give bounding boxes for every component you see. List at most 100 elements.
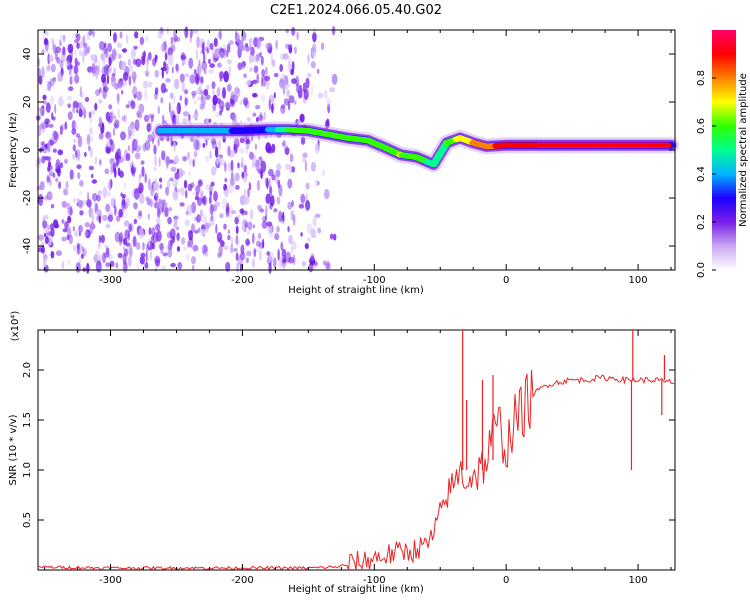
noise-speckle [179, 202, 185, 207]
noise-speckle [166, 157, 169, 170]
noise-speckle [256, 117, 259, 123]
noise-speckle [136, 261, 139, 271]
noise-speckle [52, 172, 56, 178]
noise-speckle [241, 171, 244, 179]
noise-speckle [247, 188, 250, 198]
noise-speckle [204, 222, 211, 229]
noise-speckle [90, 221, 95, 230]
noise-speckle [312, 31, 317, 43]
noise-speckle [68, 67, 72, 76]
noise-speckle [154, 176, 157, 189]
noise-speckle [217, 87, 222, 98]
noise-speckle [266, 255, 273, 266]
noise-speckle [223, 70, 229, 83]
noise-speckle [61, 200, 67, 208]
noise-speckle [133, 94, 137, 99]
noise-speckle [159, 184, 163, 189]
noise-speckle [105, 223, 111, 229]
noise-speckle [184, 96, 188, 106]
noise-speckle [133, 45, 138, 50]
noise-speckle [142, 241, 145, 251]
noise-speckle [293, 254, 296, 266]
noise-speckle [188, 57, 194, 69]
noise-speckle [250, 46, 255, 56]
noise-speckle [329, 233, 334, 240]
noise-speckle [156, 217, 161, 225]
noise-speckle [95, 260, 102, 273]
noise-speckle [300, 232, 303, 237]
noise-speckle [163, 199, 167, 209]
noise-speckle [201, 197, 205, 204]
noise-speckle [257, 114, 264, 122]
noise-speckle [176, 188, 181, 193]
noise-speckle [246, 117, 252, 122]
noise-speckle [193, 216, 199, 221]
noise-speckle [252, 224, 256, 229]
noise-speckle [303, 88, 309, 100]
noise-speckle [143, 50, 146, 59]
noise-speckle [271, 103, 274, 114]
noise-speckle [72, 144, 77, 152]
noise-speckle [73, 138, 76, 144]
noise-speckle [123, 248, 129, 257]
noise-speckle [144, 89, 148, 101]
noise-speckle [246, 230, 251, 236]
noise-speckle [67, 111, 73, 120]
noise-speckle [102, 214, 108, 222]
colorbar-label: Normalized spectral amplitude [738, 73, 749, 227]
noise-speckle [105, 47, 108, 59]
noise-speckle [206, 39, 211, 51]
noise-speckle [317, 92, 324, 99]
noise-speckle [154, 70, 160, 78]
noise-speckle [237, 162, 240, 169]
noise-speckle [164, 52, 168, 61]
snr-spikes [462, 330, 666, 470]
noise-speckle [296, 31, 299, 41]
noise-speckle [71, 120, 76, 131]
noise-speckle [184, 98, 187, 108]
noise-speckle [224, 101, 230, 109]
noise-speckle [273, 257, 277, 269]
noise-speckle [104, 168, 110, 175]
noise-speckle [301, 155, 307, 163]
noise-speckle [98, 235, 102, 244]
noise-speckle [224, 188, 229, 198]
noise-speckle [154, 54, 157, 64]
noise-speckle [255, 159, 260, 172]
x-tick-label: -100 [363, 575, 386, 586]
noise-speckle [188, 158, 193, 166]
noise-speckle [228, 40, 234, 46]
colorbar-tick-label: 0.6 [696, 118, 707, 134]
noise-speckle [269, 185, 273, 196]
noise-speckle [173, 155, 179, 165]
noise-speckle [259, 52, 262, 58]
noise-speckle [219, 48, 225, 59]
noise-speckle [136, 144, 143, 151]
noise-speckle [243, 196, 250, 205]
noise-speckle [125, 34, 129, 45]
noise-speckle [166, 179, 171, 189]
noise-speckle [47, 140, 51, 153]
noise-speckle [166, 27, 169, 35]
noise-speckle [264, 215, 267, 221]
noise-speckle [181, 82, 185, 93]
noise-speckle [191, 90, 197, 96]
noise-speckle [145, 250, 148, 263]
noise-speckle [156, 207, 161, 219]
noise-speckle [261, 220, 268, 229]
noise-speckle [88, 165, 94, 171]
noise-speckle [95, 210, 100, 215]
noise-speckle [265, 66, 268, 76]
noise-speckle [36, 186, 43, 191]
noise-speckle [100, 234, 105, 244]
noise-speckle [181, 237, 185, 245]
noise-speckle [268, 168, 274, 177]
noise-speckle [287, 178, 293, 189]
noise-speckle [200, 97, 206, 107]
noise-speckle [53, 130, 58, 140]
noise-speckle [326, 97, 332, 108]
noise-speckle [248, 182, 252, 191]
noise-speckle [194, 99, 197, 105]
colorbar-tick-label: 0.0 [696, 262, 707, 278]
